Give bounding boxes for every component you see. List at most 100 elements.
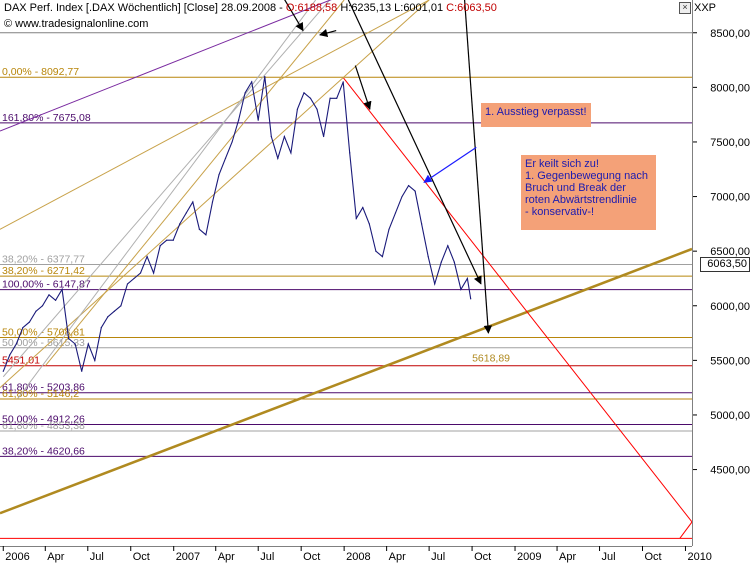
open-value: O:6188,58	[285, 2, 338, 14]
x-tick-label: Apr	[389, 551, 406, 563]
price-point	[2, 370, 4, 372]
source-credit: © www.tradesignalonline.com	[4, 18, 149, 30]
price-point	[427, 256, 429, 258]
price-point	[270, 135, 272, 138]
x-tick-label: Oct	[474, 551, 491, 563]
price-point	[100, 327, 102, 329]
price-point	[9, 354, 11, 356]
y-tick-label: 8500,00	[710, 28, 750, 40]
price-point	[159, 245, 161, 247]
x-tick-label: Apr	[218, 551, 235, 563]
level-label: 50,00% - 4912,26	[2, 414, 85, 426]
close-icon[interactable]: ×	[679, 2, 691, 14]
level-label: 50,00% - 5615,33	[2, 337, 85, 349]
price-point	[28, 321, 31, 323]
price-point	[349, 152, 351, 154]
level-label: 61,80% - 5203,86	[2, 382, 85, 394]
price-point	[74, 343, 76, 345]
annotation-arrow	[284, 0, 304, 32]
trend-line-purple-up	[0, 0, 332, 132]
trend-line-downtrend	[342, 77, 693, 523]
level-label: 0,00% - 8092,77	[2, 66, 79, 78]
price-point	[218, 174, 220, 176]
annotation-arrow	[423, 146, 477, 183]
x-axis: 2006 Apr Jul Oct 2007 Apr Jul Oct 2008 Apr Jul Oct 2…	[0, 546, 752, 580]
price-point	[179, 223, 181, 225]
price-point	[316, 108, 318, 110]
price-point	[290, 152, 292, 154]
trend-line-grey-fan-2	[17, 0, 317, 399]
price-point	[257, 119, 259, 121]
level-label: 61,80% - 5146,2	[2, 388, 79, 400]
price-point	[61, 288, 63, 290]
price-point	[244, 92, 246, 94]
price-point	[453, 261, 455, 263]
y-axis-svg: 4500,00 5000,00 5500,00 6000,00 6500,00 7000,…	[693, 28, 750, 477]
price-point	[401, 195, 403, 198]
price-point	[381, 256, 384, 258]
price-point	[355, 217, 357, 219]
y-tick-label: 6500,00	[710, 246, 750, 258]
price-point	[388, 228, 390, 230]
x-tick-label: Apr	[559, 551, 576, 563]
instrument-label: DAX Perf. Index [.DAX Wöchentlich] [Clos…	[4, 2, 283, 14]
price-point	[283, 135, 285, 138]
x-tick-label: 2006	[5, 551, 29, 563]
y-tick-label: 4500,00	[710, 465, 750, 477]
price-point	[303, 92, 305, 94]
plot-area: 0,00% - 8092,77 161,80% - 7675,08 38,20% -…	[0, 0, 693, 547]
missed-exit-note: 1. Ausstieg verpasst!	[481, 103, 591, 127]
price-point	[440, 261, 442, 263]
price-point	[231, 141, 233, 143]
price-point	[447, 245, 449, 247]
price-point	[113, 310, 115, 312]
price-point	[362, 206, 364, 209]
price-point	[120, 305, 122, 307]
price-point	[166, 239, 168, 241]
x-tick-label: Oct	[133, 551, 150, 563]
price-point	[54, 299, 57, 301]
x-tick-label: Jul	[90, 551, 104, 563]
price-point	[407, 185, 410, 187]
x-tick-label: Oct	[303, 551, 320, 563]
price-point	[322, 135, 325, 138]
price-point	[198, 228, 200, 230]
price-point	[81, 370, 83, 372]
price-point	[342, 81, 344, 83]
low-value: L:6001,01	[394, 2, 444, 14]
price-point	[336, 97, 338, 99]
level-label: 61,80% - 4853,38	[2, 420, 85, 432]
y-tick-label: 7000,00	[710, 192, 750, 204]
close-value: C:6063,50	[446, 2, 497, 14]
level-label: 5451,01	[2, 355, 40, 367]
annotation-arrow	[464, 0, 493, 334]
price-point	[238, 119, 240, 121]
x-tick-label: 2008	[346, 551, 370, 563]
level-label: 38,20% - 6271,42	[2, 265, 85, 277]
x-tick-label: Jul	[431, 551, 445, 563]
high-value: H:6235,13	[340, 2, 392, 14]
price-point	[211, 201, 214, 203]
price-point	[94, 359, 96, 361]
price-point	[460, 288, 462, 290]
x-tick-label: Jul	[260, 551, 274, 563]
price-point	[296, 108, 299, 110]
y-axis: 4500,00 5000,00 5500,00 6000,00 6500,00 7000,…	[693, 0, 752, 546]
last-price-label: 6063,50	[700, 257, 750, 272]
price-point	[133, 277, 135, 280]
price-point	[421, 223, 423, 225]
trend-line-lower-bound-corner	[679, 521, 693, 539]
price-point	[375, 250, 377, 252]
annotation-arrow	[354, 65, 372, 110]
price-point	[22, 327, 24, 329]
price-point	[466, 277, 469, 280]
trend-line-grey-fan-1	[2, 0, 331, 378]
x-tick-label: 2010	[687, 551, 711, 563]
price-point	[139, 272, 142, 274]
chart-header: DAX Perf. Index [.DAX Wöchentlich] [Clos…	[4, 2, 497, 14]
price-point	[434, 283, 436, 285]
level-label: 100,00% - 6147,87	[2, 279, 91, 291]
price-point	[153, 272, 155, 274]
price-point	[309, 97, 312, 99]
